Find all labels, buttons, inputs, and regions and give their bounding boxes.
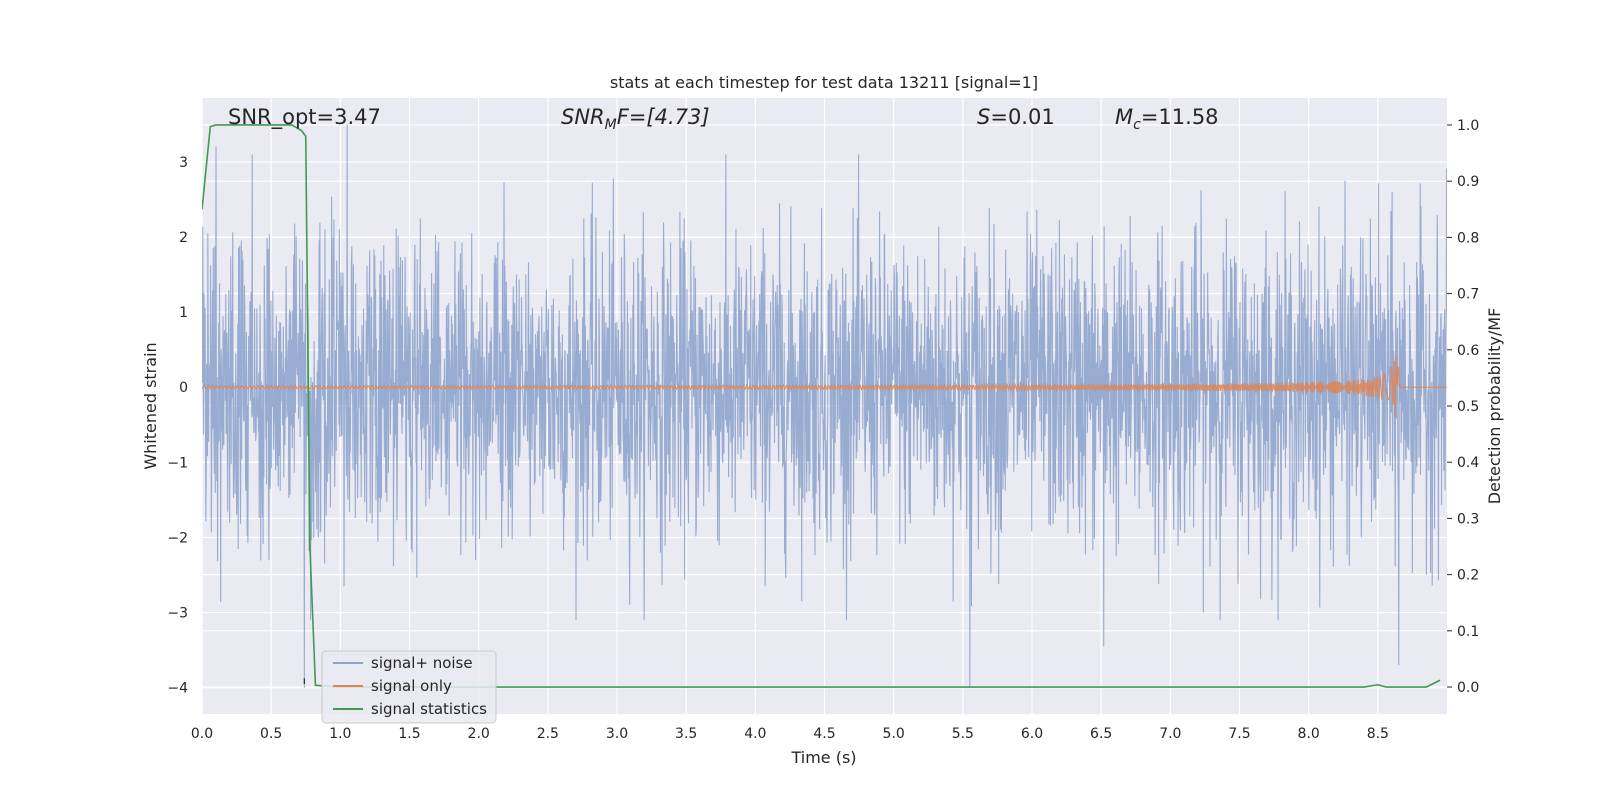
legend-label-signal-noise: signal+ noise xyxy=(371,654,473,672)
y-right-axis-ticks: 1.0 0.9 0.8 0.7 0.6 0.5 0.4 0.3 0.2 0.1 0.0 xyxy=(1447,118,1479,696)
x-tick-label: 8.0 xyxy=(1298,726,1320,742)
y-axis-label: Whitened strain xyxy=(141,342,160,469)
legend: signal+ noise signal only signal statist… xyxy=(321,650,497,724)
x-tick-label: 6.5 xyxy=(1090,726,1112,742)
y-right-tick-label: 0.4 xyxy=(1457,455,1479,471)
x-tick-label: 3.0 xyxy=(606,726,628,742)
x-tick-label: 1.0 xyxy=(329,726,351,742)
legend-label-signal-statistics: signal statistics xyxy=(371,700,487,718)
mc-symbol: M xyxy=(1115,105,1133,129)
y-tick-label: −4 xyxy=(167,681,188,697)
annotation-snr-mf: SNRMF=[4.73] xyxy=(561,105,710,133)
x-tick-label: 4.5 xyxy=(813,726,835,742)
y-right-tick-label: 1.0 xyxy=(1457,118,1479,134)
signal-statistics-line xyxy=(202,124,1441,688)
x-tick-label: 0.5 xyxy=(260,726,282,742)
y-right-tick-label: 0.6 xyxy=(1457,343,1479,359)
y-right-tick-label: 0.9 xyxy=(1457,174,1479,190)
y-right-tick-label: 0.0 xyxy=(1457,680,1479,696)
y-right-axis-label: Detection probability/MF xyxy=(1485,308,1504,505)
y-right-tick-label: 0.1 xyxy=(1457,624,1479,640)
chart-title: stats at each timestep for test data 132… xyxy=(610,73,1038,92)
x-tick-label: 8.5 xyxy=(1367,726,1389,742)
y-tick-label: −1 xyxy=(167,455,188,471)
mc-value: =11.58 xyxy=(1141,105,1219,129)
y-tick-label: −2 xyxy=(167,530,188,546)
x-tick-label: 7.5 xyxy=(1228,726,1250,742)
series-signal-noise xyxy=(202,124,1447,688)
x-tick-label: 0.0 xyxy=(191,726,213,742)
snr-mf-value: F=[4.73] xyxy=(617,105,710,129)
x-tick-label: 5.5 xyxy=(952,726,974,742)
x-tick-label: 1.5 xyxy=(398,726,420,742)
y-right-tick-label: 0.5 xyxy=(1457,399,1479,415)
annotation-s: S=0.01 xyxy=(977,105,1055,129)
y-tick-label: 3 xyxy=(179,155,188,171)
legend-box xyxy=(321,650,497,724)
series-signal-statistics xyxy=(202,124,1441,688)
signal-only-line xyxy=(202,356,1447,418)
snr-mf-subscript: M xyxy=(605,117,617,133)
x-tick-label: 2.0 xyxy=(468,726,490,742)
x-tick-label: 2.5 xyxy=(537,726,559,742)
x-tick-label: 7.0 xyxy=(1159,726,1181,742)
x-axis-ticks: 0.0 0.5 1.0 1.5 2.0 2.5 3.0 3.5 4.0 4.5 5.0 5.5 6.0 6… xyxy=(191,726,1389,742)
s-symbol: S xyxy=(977,105,990,129)
signal-noise-line xyxy=(202,124,1447,688)
x-axis-label: Time (s) xyxy=(790,748,856,767)
x-tick-label: 5.0 xyxy=(883,726,905,742)
x-tick-label: 3.5 xyxy=(675,726,697,742)
y-right-tick-label: 0.7 xyxy=(1457,287,1479,303)
y-right-tick-label: 0.8 xyxy=(1457,230,1479,246)
y-tick-label: 1 xyxy=(179,305,188,321)
annotation-snr-opt: SNR_opt=3.47 xyxy=(228,105,381,130)
y-axis-ticks: 3 2 1 0 −1 −2 −3 −4 xyxy=(167,155,188,697)
annotation-mc: Mc=11.58 xyxy=(1115,105,1219,133)
y-tick-label: 0 xyxy=(179,380,188,396)
y-right-tick-label: 0.2 xyxy=(1457,568,1479,584)
series-signal-only xyxy=(202,356,1447,418)
y-tick-label: 2 xyxy=(179,230,188,246)
legend-label-signal-only: signal only xyxy=(371,677,452,695)
mc-subscript: c xyxy=(1133,117,1141,133)
x-tick-label: 4.0 xyxy=(744,726,766,742)
y-right-tick-label: 0.3 xyxy=(1457,511,1479,527)
y-tick-label: −3 xyxy=(167,606,188,622)
plot-area xyxy=(202,124,1447,688)
x-tick-label: 6.0 xyxy=(1021,726,1043,742)
snr-mf-symbol: SNR xyxy=(561,105,605,129)
s-value: =0.01 xyxy=(990,105,1054,129)
